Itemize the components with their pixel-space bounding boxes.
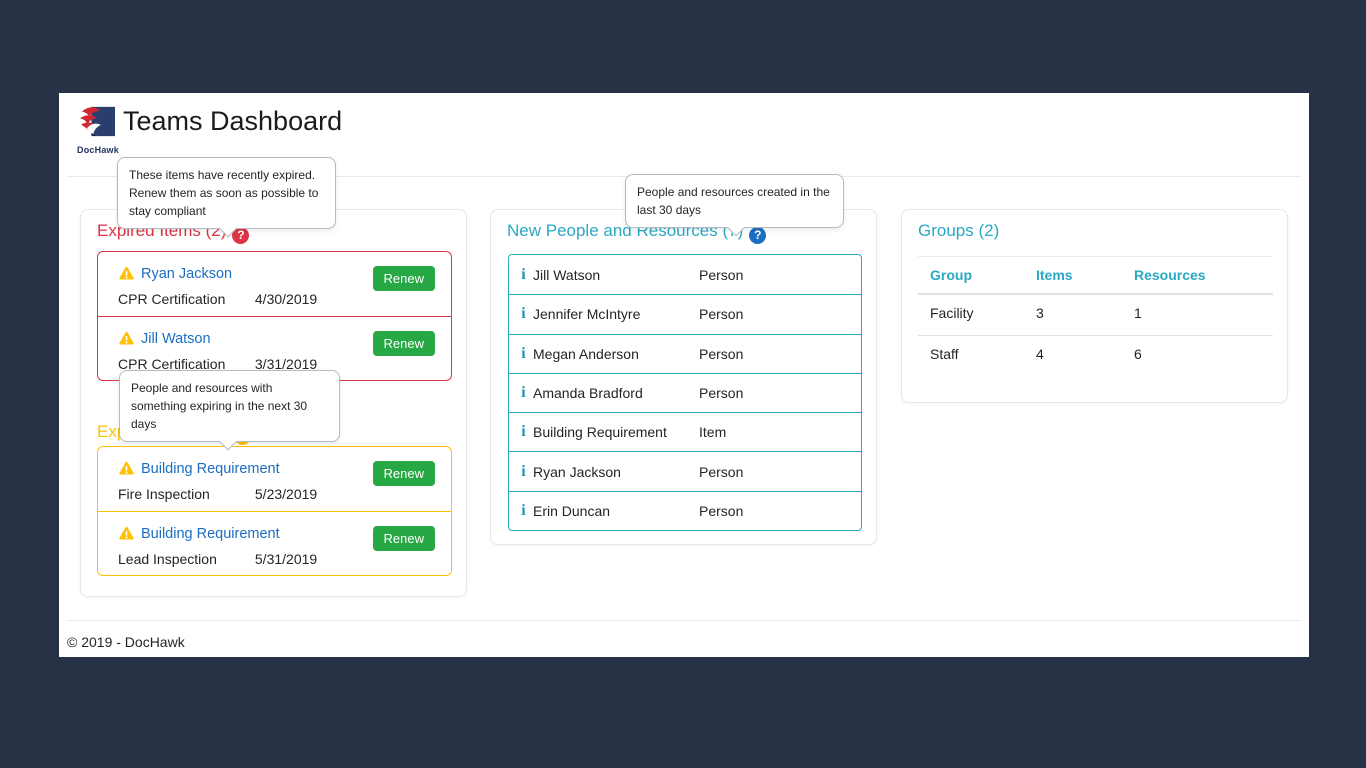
new-person-type: Person [699, 463, 744, 480]
footer-copyright: © 2019 - DocHawk [67, 634, 185, 650]
new-person-name: Erin Duncan [533, 502, 611, 519]
expired-item-row: Ryan Jackson CPR Certification 4/30/2019… [98, 252, 451, 316]
group-resources-count: 1 [1134, 305, 1142, 321]
expiring-item-name-link[interactable]: Building Requirement [141, 525, 280, 542]
expired-item-detail: CPR Certification [118, 356, 226, 372]
expired-item-detail: CPR Certification [118, 291, 226, 307]
expiring-item-detail: Lead Inspection [118, 551, 217, 567]
renew-button[interactable]: Renew [372, 461, 435, 486]
expiring-item-row: Building Requirement Fire Inspection 5/2… [98, 447, 451, 511]
renew-button[interactable]: Renew [372, 526, 435, 551]
new-person-row: i Erin Duncan Person [509, 490, 861, 530]
groups-column-resources: Resources [1134, 267, 1206, 283]
new-person-row: i Jill Watson Person [509, 255, 861, 294]
tooltip-expired-help: These items have recently expired. Renew… [117, 157, 336, 238]
group-items-count: 3 [1036, 305, 1044, 321]
new-person-name: Megan Anderson [533, 345, 639, 362]
new-person-type: Person [699, 502, 744, 519]
expired-item-date: 3/31/2019 [254, 356, 318, 372]
info-icon[interactable]: i [521, 423, 526, 441]
footer-divider [67, 620, 1301, 621]
new-person-type: Person [699, 266, 744, 283]
new-person-type: Person [699, 306, 744, 323]
brand-label: DocHawk [77, 145, 119, 155]
info-icon[interactable]: i [521, 344, 526, 362]
card-groups: Groups (2) Group Items Resources Facilit… [901, 209, 1288, 403]
renew-button[interactable]: Renew [372, 331, 435, 356]
groups-table: Group Items Resources Facility 3 1 Staff… [918, 256, 1273, 375]
warning-icon [119, 266, 134, 280]
dashboard-page: DocHawk Teams Dashboard Expired Items (2… [59, 93, 1309, 657]
dochawk-logo-icon [80, 106, 115, 137]
expired-help-question-icon[interactable]: ? [232, 226, 250, 244]
expiring-item-name-link[interactable]: Building Requirement [141, 460, 280, 477]
groups-table-row: Staff 4 6 [918, 335, 1273, 375]
page-title: Teams Dashboard [123, 106, 343, 136]
groups-table-row: Facility 3 1 [918, 295, 1273, 335]
groups-column-group: Group [930, 267, 972, 283]
card-new-people: New People and Resources (7)? i Jill Wat… [490, 209, 877, 545]
groups-table-header: Group Items Resources [918, 257, 1273, 295]
new-person-row: i Building Requirement Item [509, 412, 861, 451]
new-person-name: Ryan Jackson [533, 463, 621, 480]
brand-logo[interactable]: DocHawk [75, 105, 121, 155]
group-name: Staff [930, 346, 959, 362]
expiring-item-date: 5/23/2019 [254, 486, 318, 502]
new-person-name: Amanda Bradford [533, 385, 643, 402]
info-icon[interactable]: i [521, 305, 526, 323]
new-person-row: i Jennifer McIntyre Person [509, 294, 861, 333]
new-people-list: i Jill Watson Person i Jennifer McIntyre… [508, 254, 862, 532]
groups-section-title: Groups (2) [918, 221, 1000, 240]
card-alerts: Expired Items (2)? Ryan Jackson CPR Cert… [80, 209, 467, 597]
new-person-name: Jennifer McIntyre [533, 306, 641, 323]
expired-items-list: Ryan Jackson CPR Certification 4/30/2019… [97, 251, 452, 381]
expired-item-row: Jill Watson CPR Certification 3/31/2019 … [98, 316, 451, 380]
tooltip-new-people-help: People and resources created in the last… [625, 174, 844, 237]
group-items-count: 4 [1036, 346, 1044, 362]
info-icon[interactable]: i [521, 462, 526, 480]
warning-icon [119, 461, 134, 475]
info-icon[interactable]: i [521, 384, 526, 402]
warning-icon [119, 526, 134, 540]
group-resources-count: 6 [1134, 346, 1142, 362]
new-people-help-question-icon[interactable]: ? [749, 226, 767, 244]
renew-button[interactable]: Renew [372, 266, 435, 291]
expiring-item-detail: Fire Inspection [118, 486, 210, 502]
new-person-type: Person [699, 345, 744, 362]
expiring-item-date: 5/31/2019 [254, 551, 318, 567]
new-person-type: Item [699, 424, 727, 441]
expiring-item-row: Building Requirement Lead Inspection 5/3… [98, 511, 451, 575]
new-person-name: Jill Watson [533, 266, 601, 283]
new-person-type: Person [699, 385, 744, 402]
info-icon[interactable]: i [521, 501, 526, 519]
new-person-row: i Megan Anderson Person [509, 333, 861, 373]
tooltip-expiring-help: People and resources with something expi… [119, 370, 340, 451]
new-person-row: i Amanda Bradford Person [509, 372, 861, 412]
groups-column-items: Items [1036, 267, 1073, 283]
expired-item-name-link[interactable]: Jill Watson [141, 330, 211, 347]
new-person-name: Building Requirement [533, 424, 667, 441]
expiring-items-list: Building Requirement Fire Inspection 5/2… [97, 446, 452, 576]
info-icon[interactable]: i [521, 265, 526, 283]
new-person-row: i Ryan Jackson Person [509, 451, 861, 490]
expired-item-name-link[interactable]: Ryan Jackson [141, 265, 233, 282]
expired-item-date: 4/30/2019 [254, 291, 318, 307]
warning-icon [119, 331, 134, 345]
group-name: Facility [930, 305, 974, 321]
